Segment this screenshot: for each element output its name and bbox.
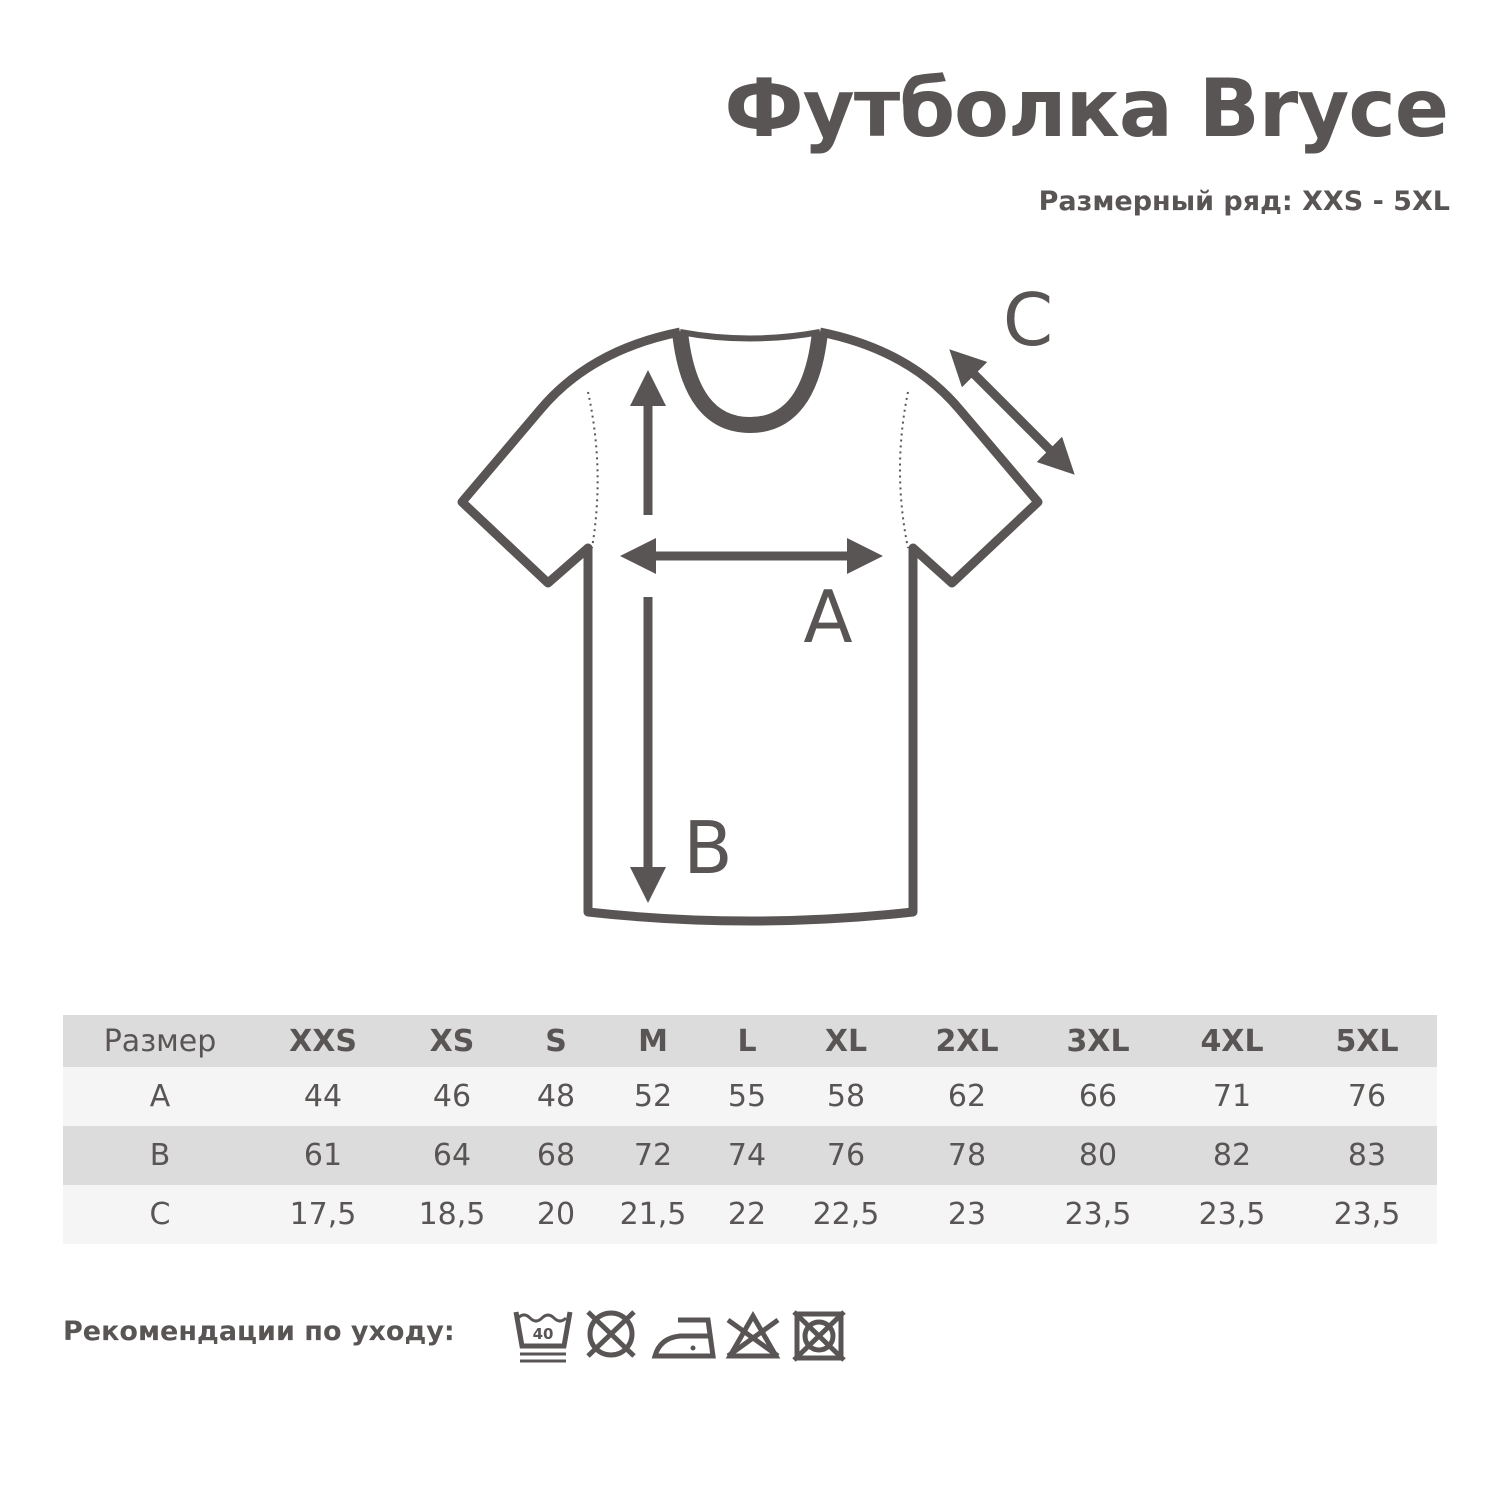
table-cell: 23,5 xyxy=(1198,1197,1266,1232)
table-cell: 20 xyxy=(536,1197,576,1232)
table-cell: 17,5 xyxy=(289,1197,357,1232)
table-cell: 4XL xyxy=(1200,1023,1264,1059)
care-label: Рекомендации по уходу: xyxy=(63,1316,455,1347)
table-row: B 61 64 68 72 74 76 78 80 82 83 xyxy=(63,1126,1437,1185)
do-not-tumble-dry-icon xyxy=(586,1310,636,1358)
table-cell: 61 xyxy=(303,1138,343,1173)
table-row: C 17,5 18,5 20 21,5 22 22,5 23 23,5 23,5 23,5 xyxy=(63,1185,1437,1244)
wash-40-gentle-icon: 40 xyxy=(513,1311,573,1363)
tshirt-diagram: A B C xyxy=(457,278,1075,926)
table-cell: M xyxy=(638,1023,668,1059)
table-cell: 62 xyxy=(947,1079,987,1114)
table-cell: 48 xyxy=(536,1079,576,1114)
care-icons: 40 xyxy=(513,1310,846,1363)
label-a: A xyxy=(803,575,852,659)
table-cell: 82 xyxy=(1212,1138,1252,1173)
table-cell: 23 xyxy=(947,1197,987,1232)
table-cell: 83 xyxy=(1347,1138,1387,1173)
table-cell: 66 xyxy=(1078,1079,1118,1114)
table-cell: 18,5 xyxy=(418,1197,486,1232)
table-cell: 68 xyxy=(536,1138,576,1173)
do-not-bleach-icon xyxy=(725,1310,781,1359)
table-cell: 76 xyxy=(826,1138,866,1173)
table-header-row: Размер XXS XS S M L XL 2XL 3XL 4XL 5XL xyxy=(63,1015,1437,1067)
size-range: Размерный ряд: XXS - 5XL xyxy=(1038,186,1450,217)
table-cell: 64 xyxy=(432,1138,472,1173)
table-cell: XXS xyxy=(289,1023,357,1059)
table-cell: 21,5 xyxy=(619,1197,687,1232)
table-cell: S xyxy=(545,1023,567,1059)
tshirt-outline xyxy=(457,327,1043,926)
sleeve-seams xyxy=(587,391,909,549)
table-cell: 2XL xyxy=(935,1023,999,1059)
row-label: Размер xyxy=(103,1023,217,1059)
table-cell: 5XL xyxy=(1335,1023,1399,1059)
page-title: Футболка Bryce xyxy=(724,62,1449,155)
table-cell: 76 xyxy=(1347,1079,1387,1114)
label-c: C xyxy=(1003,278,1053,362)
table-cell: 44 xyxy=(303,1079,343,1114)
table-cell: 78 xyxy=(947,1138,987,1173)
table-cell: 72 xyxy=(633,1138,673,1173)
table-cell: 3XL xyxy=(1066,1023,1130,1059)
table-cell: 55 xyxy=(727,1079,767,1114)
table-row: A 44 46 48 52 55 58 62 66 71 76 xyxy=(63,1067,1437,1126)
table-cell: 58 xyxy=(826,1079,866,1114)
table-cell: 52 xyxy=(633,1079,673,1114)
table-cell: 22,5 xyxy=(812,1197,880,1232)
table-cell: 74 xyxy=(727,1138,767,1173)
row-label: B xyxy=(149,1138,171,1173)
svg-text:40: 40 xyxy=(533,1325,554,1343)
table-cell: 23,5 xyxy=(1333,1197,1401,1232)
table-cell: XL xyxy=(824,1023,868,1059)
table-cell: 71 xyxy=(1212,1079,1252,1114)
label-b: B xyxy=(683,806,732,890)
table-cell: L xyxy=(737,1023,757,1059)
row-label: A xyxy=(149,1079,171,1114)
table-cell: 80 xyxy=(1078,1138,1118,1173)
row-label: C xyxy=(149,1197,171,1232)
table-cell: 46 xyxy=(432,1079,472,1114)
table-cell: XS xyxy=(429,1023,475,1059)
size-table: Размер XXS XS S M L XL 2XL 3XL 4XL 5XL A 44 46 48 52 55… xyxy=(63,1015,1437,1244)
table-cell: 23,5 xyxy=(1064,1197,1132,1232)
arrow-c xyxy=(949,349,1075,475)
iron-low-icon xyxy=(651,1317,716,1359)
table-cell: 22 xyxy=(727,1197,767,1232)
do-not-dry-clean-icon xyxy=(792,1310,846,1362)
